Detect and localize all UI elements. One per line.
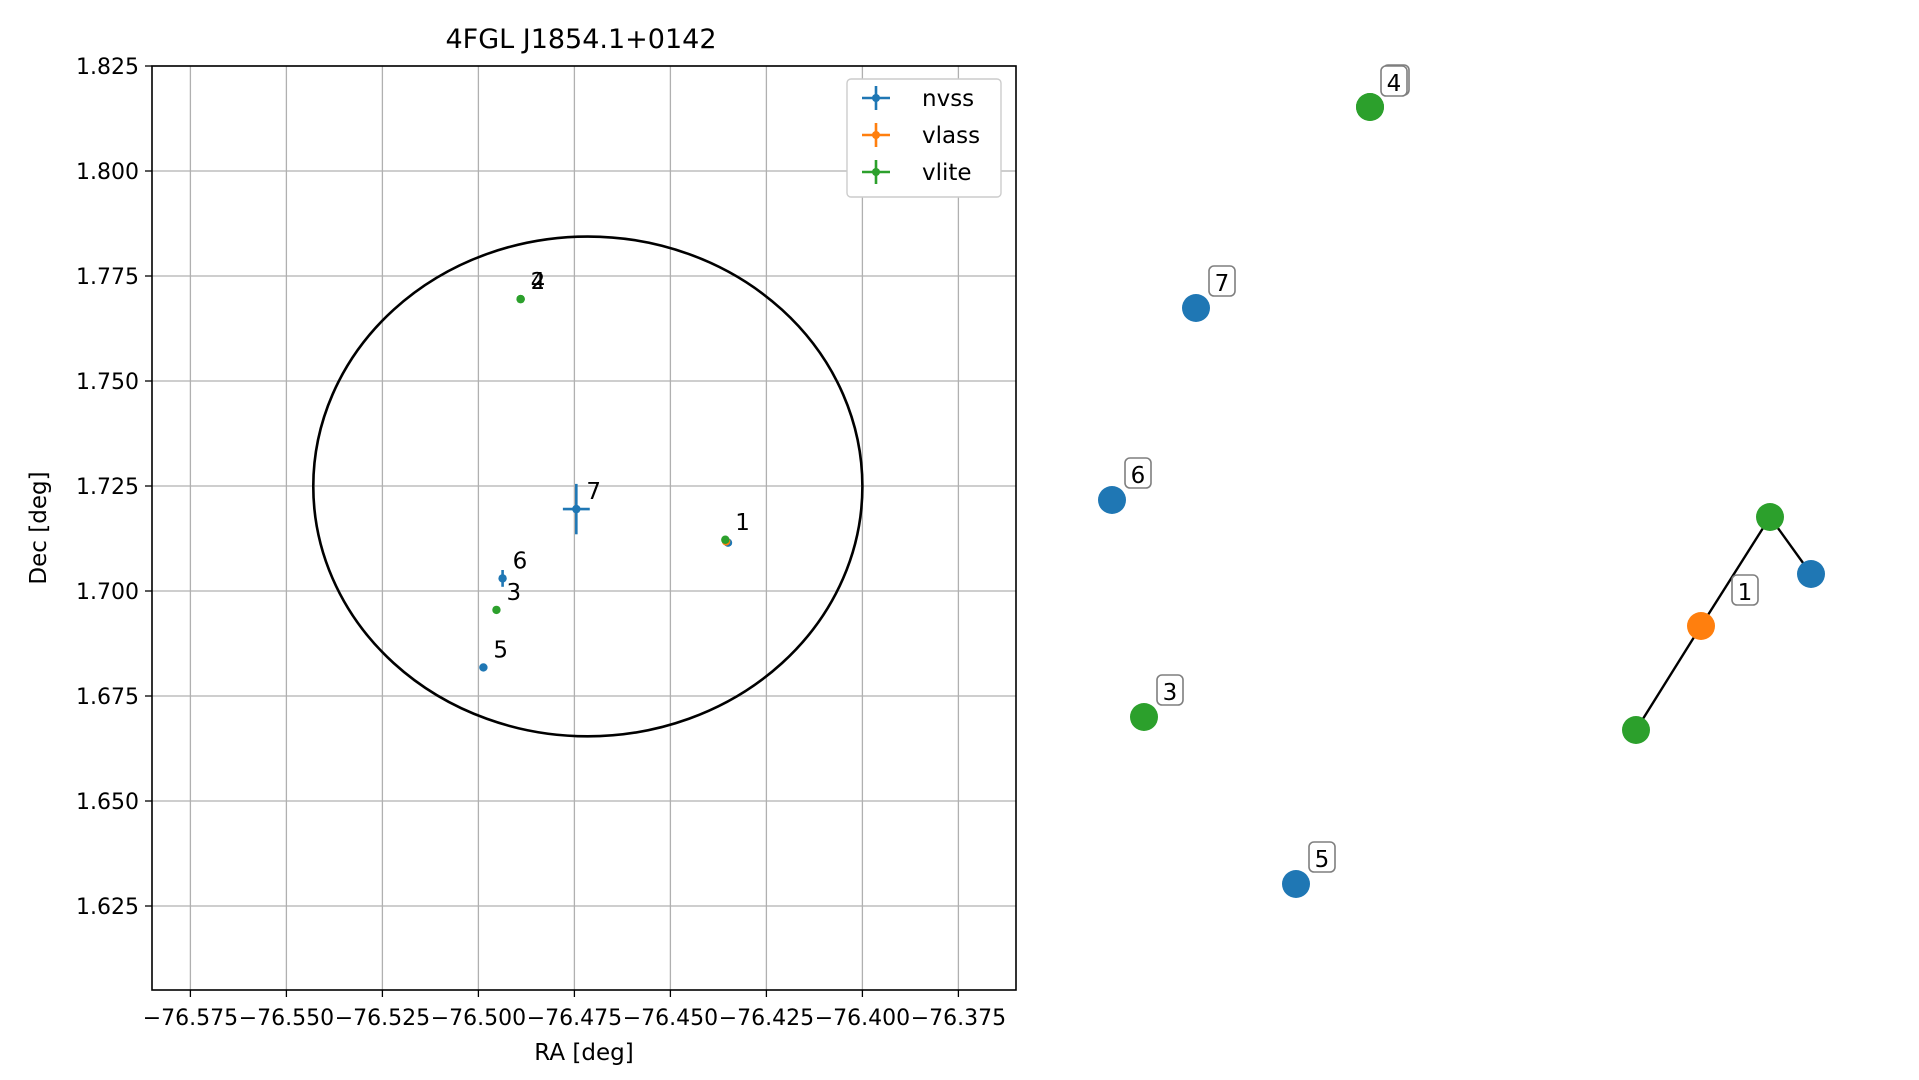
graph-node-label-box <box>1308 841 1336 873</box>
point-marker <box>479 663 488 672</box>
graph-node <box>1098 486 1126 514</box>
point-label: 2 <box>531 269 546 295</box>
graph-node-label: 6 <box>1131 463 1146 489</box>
legend-marker-dot <box>872 131 880 139</box>
graph-node-label-box <box>1731 574 1759 606</box>
localization-ellipse-layer <box>311 235 864 738</box>
graph-node-label: 1 <box>1738 580 1753 606</box>
x-tick-label: −76.550 <box>239 1006 334 1031</box>
legend: nvss vlass vlite <box>846 78 1002 198</box>
point-label: 5 <box>493 637 508 663</box>
graph-node <box>1622 716 1650 744</box>
data-point-vlite: 1 <box>721 510 750 544</box>
data-point-vlite: 4 <box>516 269 546 304</box>
legend-marker-dot <box>872 94 880 102</box>
graph-node <box>1356 93 1384 121</box>
legend-entry-vlass: vlass <box>862 123 980 149</box>
point-label: 1 <box>735 510 750 536</box>
graph-node-label: 4 <box>1387 71 1402 97</box>
x-tick-label: −76.375 <box>911 1006 1006 1031</box>
scatter-panel: 4FGL J1854.1+0142 7 6 5 1 24 3 −76.575 −76.550… <box>26 24 1017 1066</box>
graph-edge <box>1634 625 1703 731</box>
graph-node-label: 3 <box>1163 680 1178 706</box>
graph-node <box>1282 870 1310 898</box>
graph-node <box>1182 294 1210 322</box>
graph-node-label: 7 <box>1215 271 1230 297</box>
data-point-nvss: 7 <box>562 479 601 535</box>
graph-node <box>1797 560 1825 588</box>
data-point-vlite: 3 <box>492 580 521 615</box>
graph-node <box>1130 703 1158 731</box>
y-tick-label: 1.775 <box>76 265 139 290</box>
y-tick-label: 1.650 <box>76 790 139 815</box>
graph-node <box>1756 503 1784 531</box>
x-tick-label: −76.500 <box>431 1006 526 1031</box>
legend-label: vlite <box>922 160 972 186</box>
y-tick-label: 1.750 <box>76 370 139 395</box>
y-tick-label: 1.825 <box>76 55 139 80</box>
y-axis-label: Dec [deg] <box>26 471 52 584</box>
legend-entry-vlite: vlite <box>862 160 972 186</box>
x-tick-label: −76.425 <box>719 1006 814 1031</box>
point-marker <box>516 294 525 304</box>
y-tick-label: 1.800 <box>76 160 139 185</box>
point-label: 7 <box>586 479 601 505</box>
chart-title: 4FGL J1854.1+0142 <box>445 24 716 55</box>
x-tick-label: −76.575 <box>143 1006 238 1031</box>
graph-node-label-box <box>1208 265 1236 297</box>
legend-label: nvss <box>922 86 974 112</box>
x-axis-label: RA [deg] <box>534 1040 633 1066</box>
grid <box>152 65 1016 990</box>
y-tick-label: 1.675 <box>76 685 139 710</box>
point-label: 3 <box>506 580 521 606</box>
legend-entry-nvss: nvss <box>862 86 974 112</box>
localization-ellipse <box>311 235 864 738</box>
graph-node-label-box <box>1380 65 1408 97</box>
x-tick-label: −76.525 <box>335 1006 430 1031</box>
x-tick-label: −76.475 <box>527 1006 622 1031</box>
point-marker <box>572 504 581 514</box>
legend-label: vlass <box>922 123 980 149</box>
points-layer: 7 6 5 1 24 3 <box>479 269 750 672</box>
graph-node <box>1687 612 1715 640</box>
y-tick-label: 1.725 <box>76 475 139 500</box>
data-point-nvss: 5 <box>479 637 508 672</box>
plot-frame <box>151 65 1017 991</box>
graph-node-label-box <box>1124 457 1152 489</box>
y-ticks: 1.625 1.650 1.675 1.700 1.725 1.750 1.775 1.800… <box>76 55 152 920</box>
legend-marker-dot <box>872 168 880 176</box>
point-label: 6 <box>513 548 528 574</box>
x-ticks: −76.575 −76.550 −76.525 −76.500 −76.475 −76.4… <box>143 990 1006 1031</box>
data-point-nvss: 6 <box>498 548 528 587</box>
x-tick-label: −76.450 <box>623 1006 718 1031</box>
point-marker <box>492 605 501 615</box>
graph-edge <box>1699 516 1772 627</box>
y-tick-label: 1.700 <box>76 580 139 605</box>
point-label: 4 <box>531 269 546 295</box>
y-tick-label: 1.625 <box>76 895 139 920</box>
graph-node-label-box <box>1156 674 1184 706</box>
network-panel: 4476351 <box>1098 64 1825 898</box>
legend-box <box>846 78 1002 198</box>
point-marker <box>498 574 507 583</box>
point-marker <box>721 535 730 544</box>
graph-node-label: 5 <box>1315 847 1330 873</box>
x-tick-label: −76.400 <box>815 1006 910 1031</box>
